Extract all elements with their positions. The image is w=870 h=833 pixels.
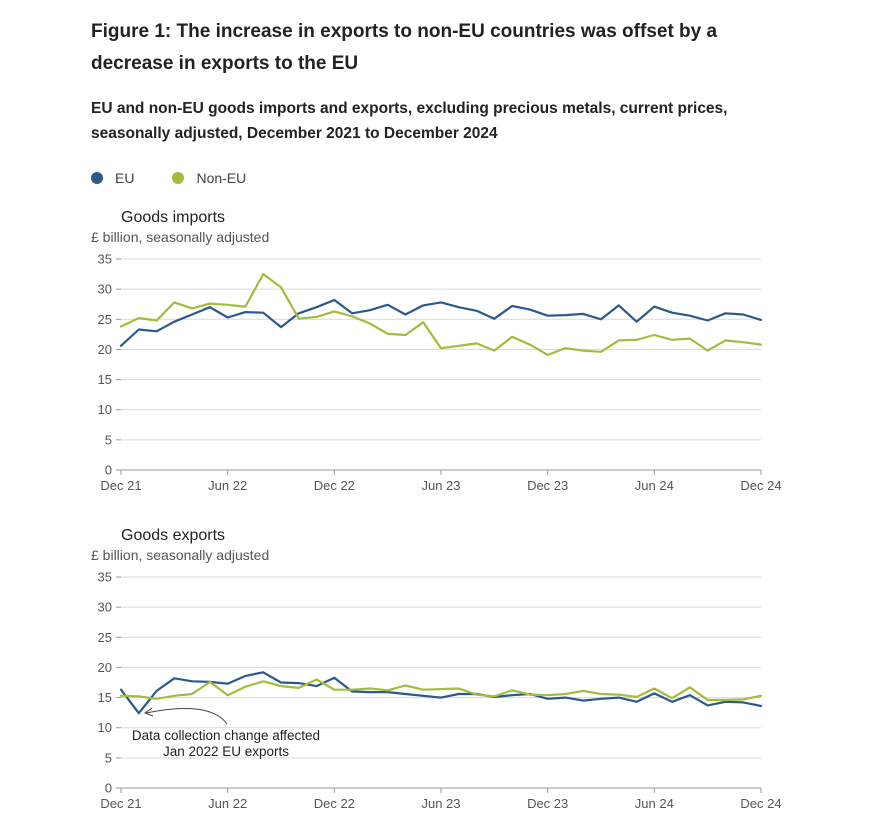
imports-plot-area: 0 5 10 15 20 25 30 35 Dec 21 Jun 22 Dec 22 Jun 23 De… [98, 252, 782, 494]
imports-ytick-label: 10 [98, 402, 112, 417]
imports-panel-title: Goods imports [121, 209, 225, 226]
exports-ytick-label: 30 [98, 600, 112, 615]
exports-ytick-label: 15 [98, 690, 112, 705]
imports-ytick-label: 25 [98, 312, 112, 327]
exports-plot-area: 0 5 10 15 20 25 30 35 Dec 21 Jun 22 Dec 22 Jun 23 De… [98, 570, 782, 812]
exports-ytick-label: 25 [98, 630, 112, 645]
exports-xtick-label: Dec 24 [740, 796, 781, 811]
exports-panel-unit: £ billion, seasonally adjusted [91, 547, 269, 563]
imports-xtick-label: Jun 24 [635, 478, 674, 493]
legend-item-non-eu[interactable]: Non-EU [172, 170, 246, 186]
exports-xtick-label: Jun 24 [635, 796, 674, 811]
legend: EU Non-EU [91, 168, 284, 188]
imports-chart: Goods imports £ billion, seasonally adju… [91, 209, 782, 494]
exports-ytick-label: 35 [98, 570, 112, 585]
exports-ytick-label: 20 [98, 660, 112, 675]
exports-ytick-label: 0 [105, 781, 112, 796]
exports-ytick-label: 10 [98, 720, 112, 735]
exports-ytick-label: 5 [105, 750, 112, 765]
imports-xtick-label: Dec 24 [740, 478, 781, 493]
annotation-arrow [145, 708, 228, 725]
imports-xtick-label: Dec 21 [100, 478, 141, 493]
annotation-arrowhead [143, 707, 154, 717]
imports-xtick-label: Dec 23 [527, 478, 568, 493]
exports-xtick-label: Jun 23 [421, 796, 460, 811]
imports-ytick-label: 30 [98, 282, 112, 297]
exports-xtick-label: Dec 23 [527, 796, 568, 811]
imports-ytick-label: 20 [98, 342, 112, 357]
imports-panel-unit: £ billion, seasonally adjusted [91, 229, 269, 245]
legend-label-non-eu: Non-EU [196, 170, 247, 186]
figure-title: Figure 1: The increase in exports to non… [91, 21, 718, 74]
imports-xtick-label: Jun 22 [208, 478, 247, 493]
exports-xtick-label: Dec 22 [314, 796, 355, 811]
imports-ytick-label: 5 [105, 432, 112, 447]
imports-ytick-label: 0 [105, 463, 112, 478]
exports-xtick-label: Jun 22 [208, 796, 247, 811]
annotation-line-2: Jan 2022 EU exports [163, 744, 289, 759]
exports-chart: Goods exports £ billion, seasonally adju… [91, 527, 782, 812]
imports-ytick-label: 35 [98, 252, 112, 267]
exports-panel-title: Goods exports [121, 527, 225, 544]
exports-series-line-eu [119, 671, 763, 715]
legend-dot-eu [91, 172, 103, 184]
imports-ytick-label: 15 [98, 372, 112, 387]
imports-series-line-non-eu [119, 272, 763, 356]
annotation-line-1: Data collection change affected [132, 728, 320, 743]
legend-label-eu: EU [115, 170, 135, 186]
legend-item-eu[interactable]: EU [91, 170, 134, 186]
imports-series-line-eu [119, 298, 763, 347]
imports-xtick-label: Jun 23 [421, 478, 460, 493]
exports-series-line-non-eu [119, 678, 763, 702]
imports-xtick-label: Dec 22 [314, 478, 355, 493]
exports-xtick-label: Dec 21 [100, 796, 141, 811]
legend-dot-non-eu [172, 172, 185, 184]
figure-subtitle: EU and non-EU goods imports and exports,… [91, 100, 728, 142]
